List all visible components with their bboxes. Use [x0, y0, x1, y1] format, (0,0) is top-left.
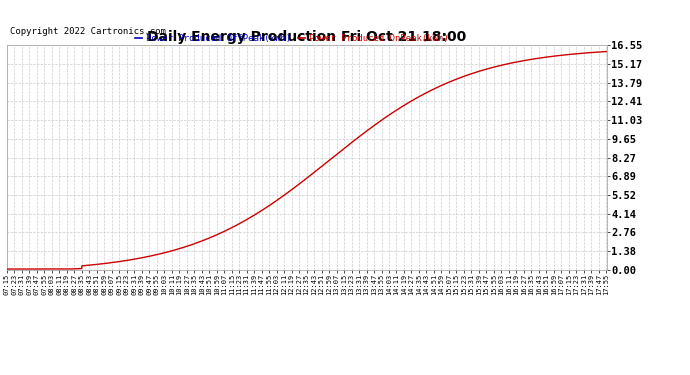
Legend: Power Produced OffPeak(kWh), Power Produced OnPeak(kWh): Power Produced OffPeak(kWh), Power Produ…	[132, 30, 453, 46]
Title: Daily Energy Production Fri Oct 21 18:00: Daily Energy Production Fri Oct 21 18:00	[148, 30, 466, 44]
Text: Copyright 2022 Cartronics.com: Copyright 2022 Cartronics.com	[10, 27, 166, 36]
